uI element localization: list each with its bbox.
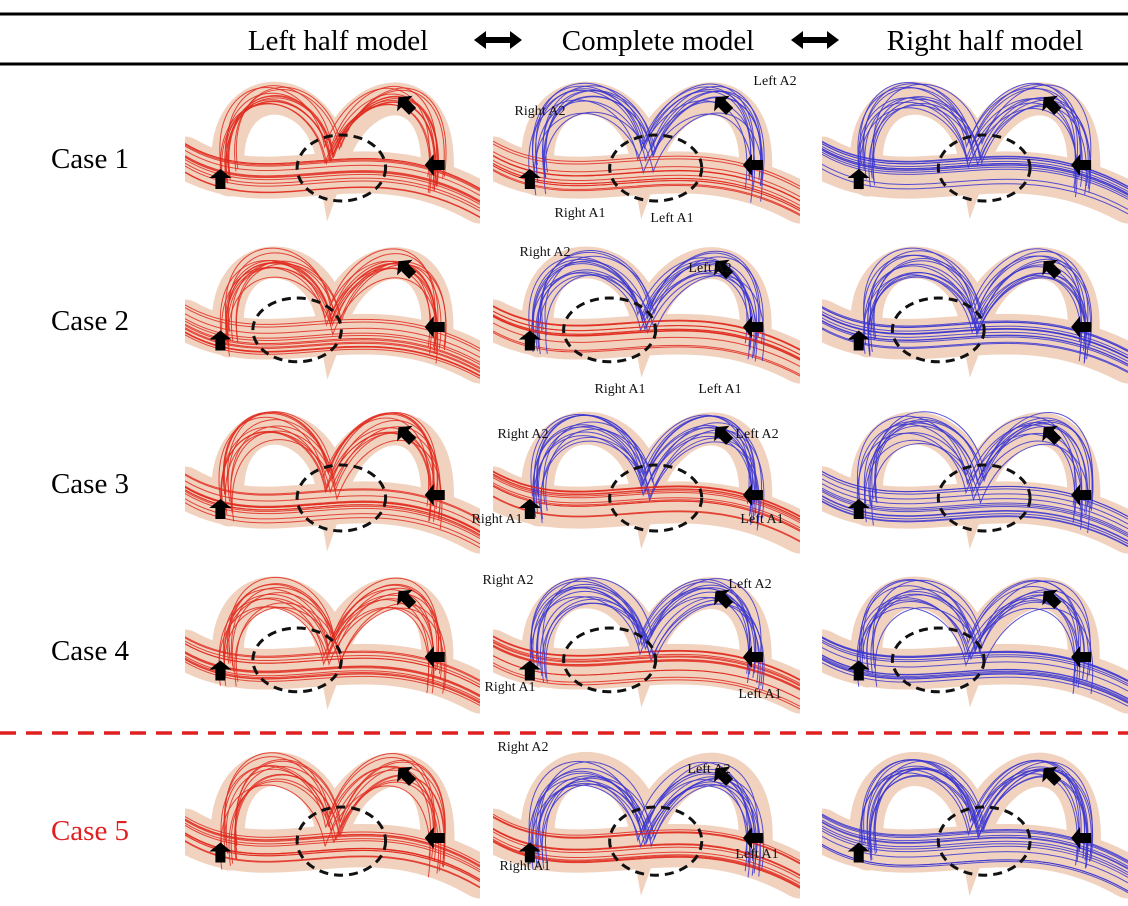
vessel-label: Left A2 — [688, 261, 731, 276]
case-label: Case 3 — [51, 468, 129, 500]
flow-panel — [822, 248, 1128, 372]
flow-panel — [822, 760, 1128, 893]
vessel-label: Left A2 — [753, 74, 796, 89]
flow-panel — [185, 753, 480, 888]
vessel-label: Right A1 — [472, 512, 523, 527]
vessel-label: Right A2 — [483, 573, 534, 588]
case-label: Case 5 — [51, 815, 129, 847]
vessel-label: Right A2 — [515, 104, 566, 119]
flow-panel — [185, 577, 480, 705]
case-label: Case 1 — [51, 143, 129, 175]
vessel-label: Right A2 — [498, 427, 549, 442]
case-label: Case 4 — [51, 635, 130, 667]
flow-panel — [822, 580, 1128, 707]
vessel-label: Right A2 — [498, 740, 549, 755]
figure: Left half model Complete model Right hal… — [0, 0, 1128, 906]
vessel-label: Right A1 — [500, 859, 551, 874]
flow-panel — [185, 412, 480, 548]
vessel-label: Right A1 — [555, 206, 606, 221]
vessel-label: Right A1 — [485, 680, 536, 695]
column-header: Right half model — [887, 25, 1084, 57]
flow-panel — [185, 86, 480, 218]
vessel-label: Left A2 — [735, 427, 778, 442]
vessel-label: Left A1 — [735, 847, 778, 862]
column-header: Left half model — [248, 25, 428, 57]
vessel-label: Left A2 — [728, 577, 771, 592]
flow-panel — [493, 251, 800, 376]
vessel-label: Left A1 — [698, 382, 741, 397]
column-header: Complete model — [562, 25, 755, 57]
panels: Case 1 Right A2 Left A2 Right A1 Left A1 Case… — [51, 74, 1128, 893]
vessel-label: Left A1 — [738, 687, 781, 702]
flow-panel — [822, 412, 1128, 547]
vessel-label: Left A2 — [687, 762, 730, 777]
flow-panel — [185, 248, 480, 378]
case-label: Case 2 — [51, 305, 129, 337]
vessel-label: Right A2 — [520, 245, 571, 260]
vessel-label: Left A1 — [650, 211, 693, 226]
vessel-label: Left A1 — [740, 512, 783, 527]
flow-panel — [822, 82, 1128, 213]
vessel-label: Right A1 — [595, 382, 646, 397]
